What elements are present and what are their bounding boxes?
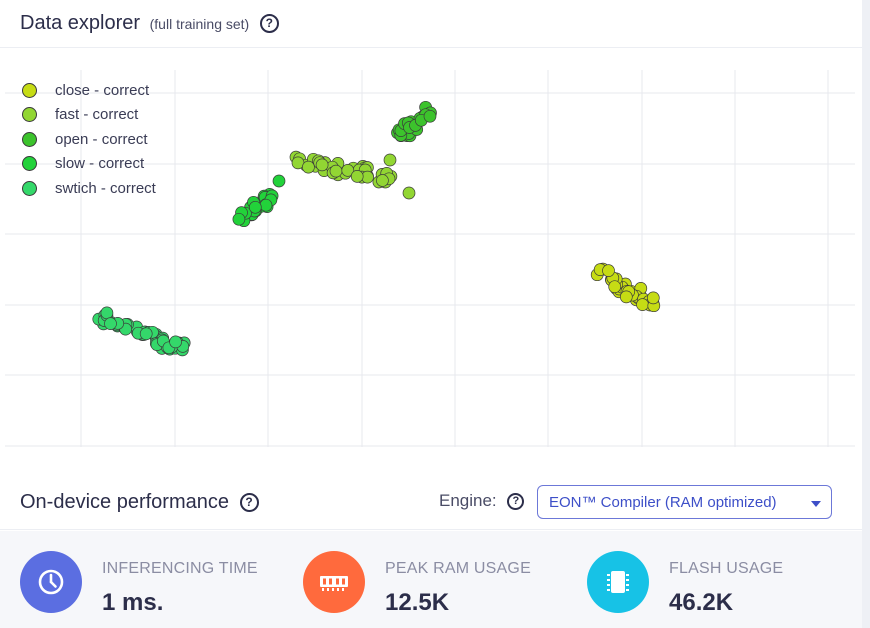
scatter-point[interactable] (341, 164, 355, 177)
scatter-point[interactable] (315, 158, 329, 172)
metric-flash-usage: FLASH USAGE 46.2K (587, 551, 847, 616)
legend-swatch (22, 180, 37, 196)
scatter-point[interactable] (100, 306, 114, 320)
performance-title-text: On-device performance (20, 491, 229, 513)
scatter-legend: close - correct fast - correct open - co… (22, 78, 156, 201)
scatter-point[interactable] (423, 109, 437, 123)
data-explorer-header: Data explorer (full training set) ? (0, 0, 862, 48)
scatter-point[interactable] (350, 170, 364, 183)
scatter-point[interactable] (602, 264, 615, 277)
legend-item[interactable]: close - correct (22, 78, 156, 103)
legend-label: open - correct (55, 130, 148, 148)
engine-select-value: EON™ Compiler (RAM optimized) (549, 494, 777, 511)
engine-select[interactable]: EON™ Compiler (RAM optimized) (537, 485, 832, 519)
data-explorer-title: Data explorer (full training set) ? (20, 12, 279, 35)
legend-swatch (22, 107, 37, 123)
scatter-point[interactable] (383, 153, 397, 167)
scatter-point[interactable] (376, 174, 389, 187)
scatter-point[interactable] (402, 186, 416, 200)
legend-label: fast - correct (55, 106, 139, 124)
metric-value: 12.5K (385, 589, 450, 616)
on-device-performance-header: On-device performance ? Engine: ? EON™ C… (0, 470, 862, 530)
legend-swatch (22, 82, 37, 98)
legend-swatch (22, 131, 37, 147)
performance-metrics: INFERENCING TIME 1 ms. PEAK RAM USAG (0, 531, 862, 628)
legend-item[interactable]: slow - correct (22, 152, 156, 177)
metric-inferencing-time: INFERENCING TIME 1 ms. (20, 551, 280, 616)
data-explorer-title-text: Data explorer (20, 12, 141, 34)
legend-label: slow - correct (55, 155, 145, 173)
scatter-point[interactable] (104, 317, 117, 330)
flash-chip-icon (587, 551, 649, 613)
chevron-down-icon (811, 501, 821, 507)
legend-item[interactable]: swtich - correct (22, 176, 156, 201)
metric-label: INFERENCING TIME (102, 560, 258, 577)
scatter-point[interactable] (608, 280, 622, 294)
metric-value: 1 ms. (102, 589, 164, 616)
memory-chip-icon (303, 551, 365, 613)
legend-swatch (22, 156, 37, 172)
scatter-point[interactable] (169, 335, 182, 349)
data-explorer-subtitle: (full training set) (149, 16, 250, 32)
scatter-point[interactable] (139, 327, 153, 341)
scatter-point[interactable] (329, 164, 343, 178)
metric-peak-ram-usage: PEAK RAM USAGE 12.5K (303, 551, 563, 616)
scatter-point[interactable] (232, 212, 246, 226)
engine-label-text: Engine: (439, 491, 497, 510)
legend-item[interactable]: open - correct (22, 127, 156, 152)
legend-label: close - correct (55, 81, 150, 99)
metric-value: 46.2K (669, 589, 734, 616)
metric-label: FLASH USAGE (669, 560, 784, 577)
help-icon[interactable]: ? (259, 14, 279, 33)
scatter-points (92, 100, 661, 357)
help-icon[interactable]: ? (239, 493, 259, 512)
help-icon[interactable]: ? (507, 493, 525, 510)
scatter-point[interactable] (636, 298, 649, 311)
vertical-scrollbar[interactable] (862, 0, 870, 628)
clock-icon (20, 551, 82, 613)
scatter-point[interactable] (302, 160, 315, 174)
scatter-point[interactable] (272, 174, 286, 188)
engine-label: Engine: ? (439, 491, 525, 511)
scatter-point[interactable] (619, 290, 633, 304)
scatter-point[interactable] (259, 198, 273, 212)
data-explorer-scatter-plot[interactable] (0, 50, 862, 460)
scatter-point[interactable] (248, 200, 262, 214)
metric-label: PEAK RAM USAGE (385, 560, 531, 577)
on-device-performance-title: On-device performance ? (20, 491, 259, 514)
legend-label: swtich - correct (55, 179, 156, 197)
scatter-grid (5, 70, 855, 447)
scatter-point[interactable] (646, 291, 660, 305)
legend-item[interactable]: fast - correct (22, 103, 156, 128)
